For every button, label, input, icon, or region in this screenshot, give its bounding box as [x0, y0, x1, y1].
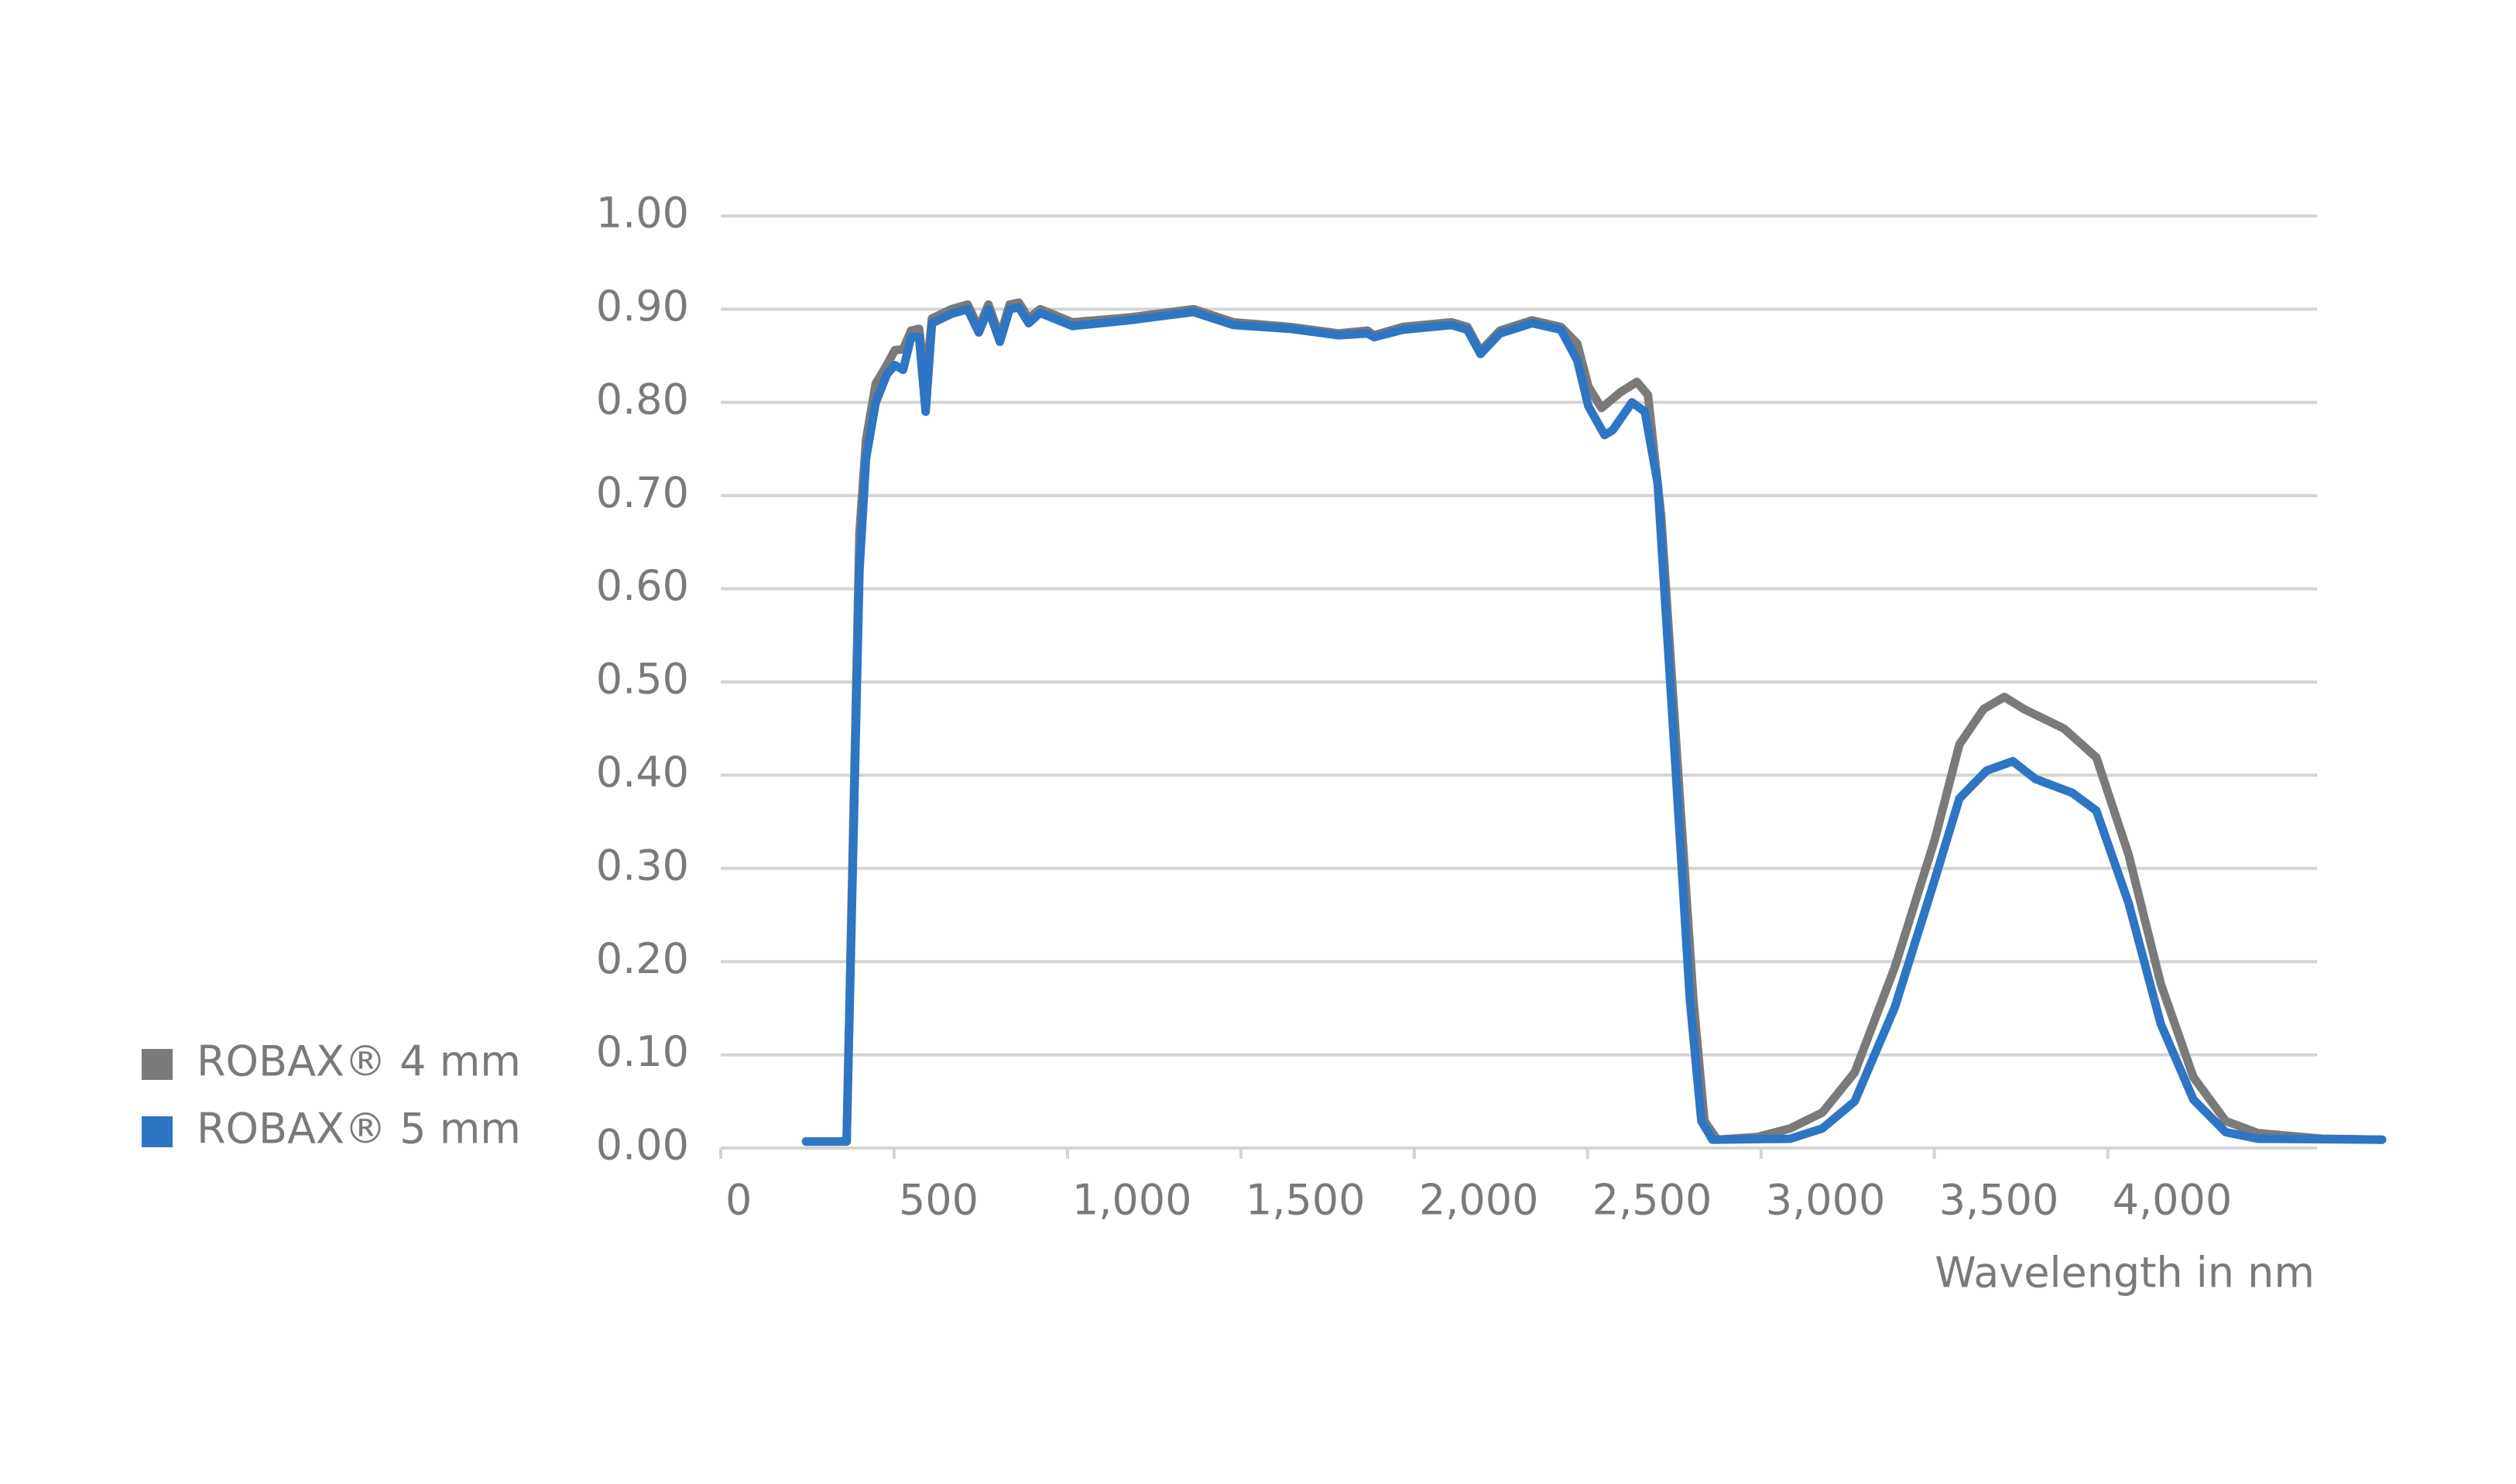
y-tick-label: 0.60: [596, 561, 689, 610]
y-tick-label: 0.10: [596, 1027, 689, 1076]
x-tick-label: 1,500: [1246, 1176, 1366, 1225]
x-tick-label: 3,000: [1766, 1176, 1886, 1225]
x-tick-label: 2,000: [1419, 1176, 1539, 1225]
y-tick-label: 0.00: [596, 1121, 689, 1170]
y-tick-label: 0.40: [596, 748, 689, 797]
y-tick-label: 1.00: [596, 189, 689, 238]
legend-label: ROBAX® 4 mm: [197, 1037, 521, 1086]
x-tick-label: 1,000: [1072, 1176, 1192, 1225]
x-tick-label: 3,500: [1939, 1176, 2059, 1225]
legend-swatch: [142, 1116, 173, 1147]
x-tick-label: 4,000: [2113, 1176, 2233, 1225]
series-line: [801, 303, 2387, 1146]
y-tick-label: 0.80: [596, 375, 689, 423]
y-tick-label: 0.30: [596, 841, 689, 889]
legend-label: ROBAX® 5 mm: [197, 1105, 521, 1153]
y-tick-label: 0.20: [596, 934, 689, 983]
legend-swatch: [142, 1049, 173, 1080]
x-tick-label: 500: [899, 1176, 979, 1225]
y-tick-label: 0.70: [596, 468, 689, 517]
y-tick-label: 0.90: [596, 282, 689, 331]
x-tick-label: 2,500: [1592, 1176, 1712, 1225]
y-tick-label: 0.50: [596, 655, 689, 704]
x-axis-label: Wavelength in nm: [1935, 1249, 2315, 1297]
series-line: [801, 298, 2387, 1146]
x-tick-label: 0: [725, 1176, 752, 1225]
